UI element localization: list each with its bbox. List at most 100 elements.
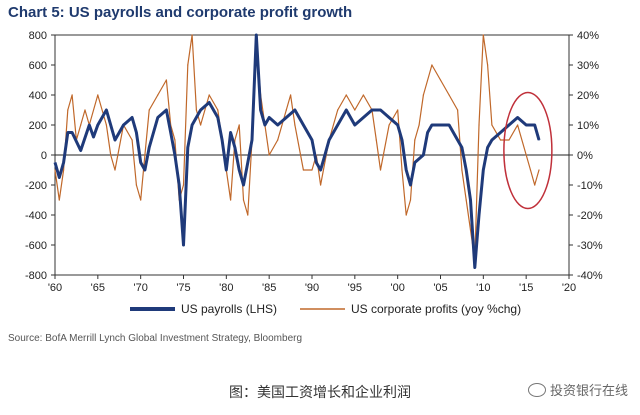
data-point — [465, 169, 467, 171]
series-line — [54, 34, 540, 261]
data-point — [289, 94, 292, 96]
data-point — [200, 124, 202, 126]
data-point — [178, 184, 180, 186]
data-point — [319, 184, 322, 186]
data-point — [439, 79, 442, 81]
data-point — [457, 139, 459, 141]
right-tick-label: 20% — [577, 90, 599, 102]
data-point — [469, 229, 472, 231]
data-point — [92, 136, 95, 138]
data-point — [448, 94, 450, 96]
data-point — [491, 124, 493, 126]
data-point — [208, 94, 210, 96]
data-point — [418, 124, 420, 126]
data-point — [525, 154, 527, 156]
x-tick-label: '00 — [390, 282, 404, 294]
data-point — [230, 199, 232, 201]
data-point — [105, 109, 107, 111]
right-tick-label: 40% — [577, 30, 599, 42]
x-tick-label: '10 — [476, 282, 490, 294]
left-tick-label: 0 — [41, 150, 47, 162]
data-point — [379, 169, 382, 171]
data-point — [152, 131, 155, 134]
data-point — [131, 116, 133, 119]
data-point — [461, 169, 463, 171]
left-tick-label: -400 — [25, 210, 47, 222]
data-point — [238, 169, 240, 171]
data-point — [165, 109, 167, 111]
data-point — [345, 94, 347, 96]
data-point — [174, 154, 176, 156]
data-point — [405, 169, 407, 171]
data-point — [482, 34, 484, 36]
data-point — [388, 116, 390, 119]
data-point — [71, 131, 73, 134]
data-point — [465, 199, 467, 201]
data-point — [371, 109, 373, 111]
data-point — [328, 139, 330, 141]
data-point — [105, 124, 107, 126]
data-point — [234, 146, 236, 149]
data-point — [191, 124, 193, 126]
chart-source: Source: BofA Merrill Lynch Global Invest… — [8, 333, 303, 344]
right-tick-label: -10% — [577, 180, 603, 192]
data-point — [135, 131, 137, 134]
x-axis: '60 '65 '70 '75 '80 '85 '90 '95 '00 '05 '10 '15 '20 — [48, 275, 576, 294]
data-point — [422, 154, 424, 156]
data-point — [200, 109, 202, 111]
data-point — [294, 109, 296, 111]
left-tick-label: -800 — [25, 270, 47, 282]
data-point — [324, 154, 326, 156]
data-point — [122, 124, 125, 126]
data-point — [71, 94, 73, 96]
data-point — [375, 139, 377, 141]
x-tick-label: '20 — [562, 282, 576, 294]
data-point — [397, 124, 399, 126]
data-point — [97, 124, 99, 126]
watermark: 投资银行在线 — [527, 380, 628, 399]
data-point — [457, 109, 459, 111]
right-tick-label: -20% — [577, 210, 603, 222]
data-point — [97, 94, 99, 96]
data-point — [431, 124, 433, 126]
data-point — [230, 131, 232, 134]
data-point — [311, 139, 313, 141]
data-point — [114, 139, 116, 141]
chart-title: Chart 5: US payrolls and corporate profi… — [8, 4, 353, 21]
data-point — [409, 199, 412, 201]
data-point — [191, 34, 193, 36]
data-point — [517, 116, 519, 119]
data-point — [337, 109, 339, 111]
data-point — [409, 184, 412, 186]
data-point — [427, 131, 429, 134]
data-point — [469, 199, 472, 201]
data-point — [255, 34, 257, 36]
data-point — [401, 139, 403, 141]
data-point — [80, 149, 82, 152]
data-point — [225, 169, 227, 171]
data-point — [431, 64, 433, 66]
x-tick-label: '90 — [305, 282, 319, 294]
data-point — [144, 154, 146, 156]
data-point — [140, 199, 142, 201]
right-axis: -40% -30% -20% -10% 0% 10% 20% 30% 40% — [569, 30, 603, 282]
data-point — [294, 124, 296, 126]
x-tick-label: '65 — [91, 282, 105, 294]
data-point — [260, 109, 262, 111]
x-tick-label: '05 — [433, 282, 447, 294]
legend: US payrolls (LHS) US corporate profits (y… — [130, 302, 521, 316]
data-point — [268, 116, 270, 119]
data-point — [517, 124, 519, 126]
data-point — [499, 139, 502, 141]
left-tick-label: 600 — [29, 60, 47, 72]
data-point — [397, 109, 399, 111]
data-point — [110, 154, 112, 156]
data-point — [482, 169, 484, 171]
data-point — [195, 109, 197, 111]
left-axis: -800 -600 -400 -200 0 200 400 600 800 — [25, 30, 55, 282]
x-tick-label: '75 — [176, 282, 190, 294]
data-point — [414, 139, 416, 141]
wechat-icon — [527, 383, 546, 397]
data-point — [110, 124, 112, 126]
watermark-text: 投资银行在线 — [549, 384, 628, 399]
